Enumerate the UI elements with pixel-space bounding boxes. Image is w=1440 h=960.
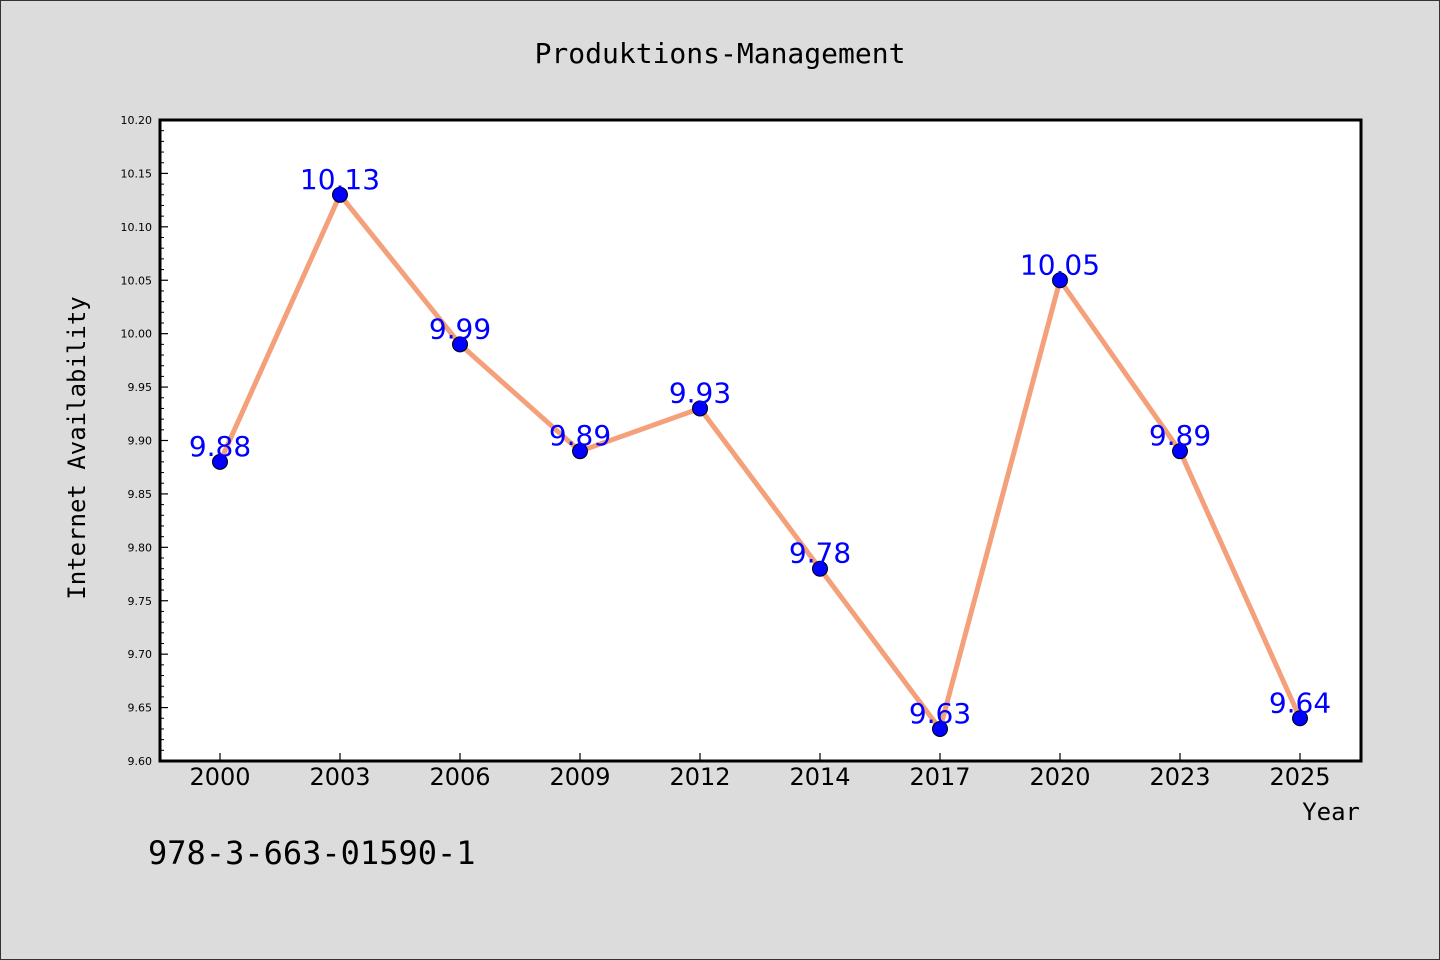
data-point	[572, 443, 588, 460]
y-tick-label: 10.05	[121, 274, 153, 287]
series-markers	[212, 186, 1308, 737]
data-label: 9.93	[669, 376, 731, 409]
x-tick-label: 2014	[789, 763, 850, 791]
data-point	[212, 453, 228, 470]
x-axis: 2000 2003 2006 2009 2012 2014 2017 2020 2023 2025	[189, 753, 1331, 791]
x-tick-label: 2020	[1029, 763, 1090, 791]
data-label: 9.78	[789, 537, 851, 570]
data-label: 10.05	[1020, 248, 1100, 281]
data-point	[1172, 443, 1188, 460]
y-tick-label: 9.70	[128, 648, 153, 661]
footer-identifier: 978-3-663-01590-1	[148, 834, 476, 872]
data-point	[1292, 710, 1308, 727]
y-axis: 9.60 9.65 9.70 9.75 9.80 9.85 9.90 9.95 10.00 10.…	[121, 114, 168, 768]
x-tick-label: 2000	[189, 763, 250, 791]
data-point	[932, 720, 948, 737]
data-point	[332, 186, 348, 203]
y-tick-label: 10.15	[121, 167, 153, 180]
x-tick-label: 2009	[549, 763, 610, 791]
x-tick-label: 2025	[1269, 763, 1330, 791]
data-label: 9.88	[189, 430, 251, 463]
data-point	[1052, 272, 1068, 289]
y-tick-label: 9.90	[128, 435, 153, 448]
y-tick-label: 9.60	[128, 755, 153, 768]
x-tick-label: 2023	[1149, 763, 1210, 791]
chart-title: Produktions-Management	[535, 37, 906, 70]
data-label: 9.89	[1149, 419, 1211, 452]
data-point	[692, 400, 708, 417]
data-point	[452, 336, 468, 353]
data-labels: 9.88 10.13 9.99 9.89 9.93 9.78 9.63 10.05 9.89 9.…	[189, 163, 1331, 730]
y-axis-label: Internet Availability	[63, 296, 91, 599]
y-tick-label: 10.20	[121, 114, 153, 127]
data-label: 9.64	[1269, 686, 1331, 719]
y-tick-label: 9.65	[128, 702, 153, 715]
data-label: 9.63	[909, 697, 971, 730]
y-tick-label: 9.95	[128, 381, 153, 394]
x-tick-label: 2012	[669, 763, 730, 791]
series-line	[217, 192, 1303, 732]
y-tick-label: 9.75	[128, 595, 153, 608]
x-tick-label: 2003	[309, 763, 370, 791]
y-tick-label: 10.00	[121, 328, 153, 341]
x-tick-label: 2017	[909, 763, 970, 791]
x-tick-label: 2006	[429, 763, 490, 791]
plot-frame	[158, 118, 1363, 763]
data-point	[812, 560, 828, 577]
data-label: 10.13	[300, 163, 380, 196]
data-label: 9.89	[549, 419, 611, 452]
y-tick-label: 10.10	[121, 221, 153, 234]
y-tick-label: 9.85	[128, 488, 153, 501]
y-tick-label: 9.80	[128, 541, 153, 554]
data-label: 9.99	[429, 312, 491, 345]
plot-area	[160, 120, 1361, 761]
x-axis-label: Year	[1302, 798, 1360, 826]
